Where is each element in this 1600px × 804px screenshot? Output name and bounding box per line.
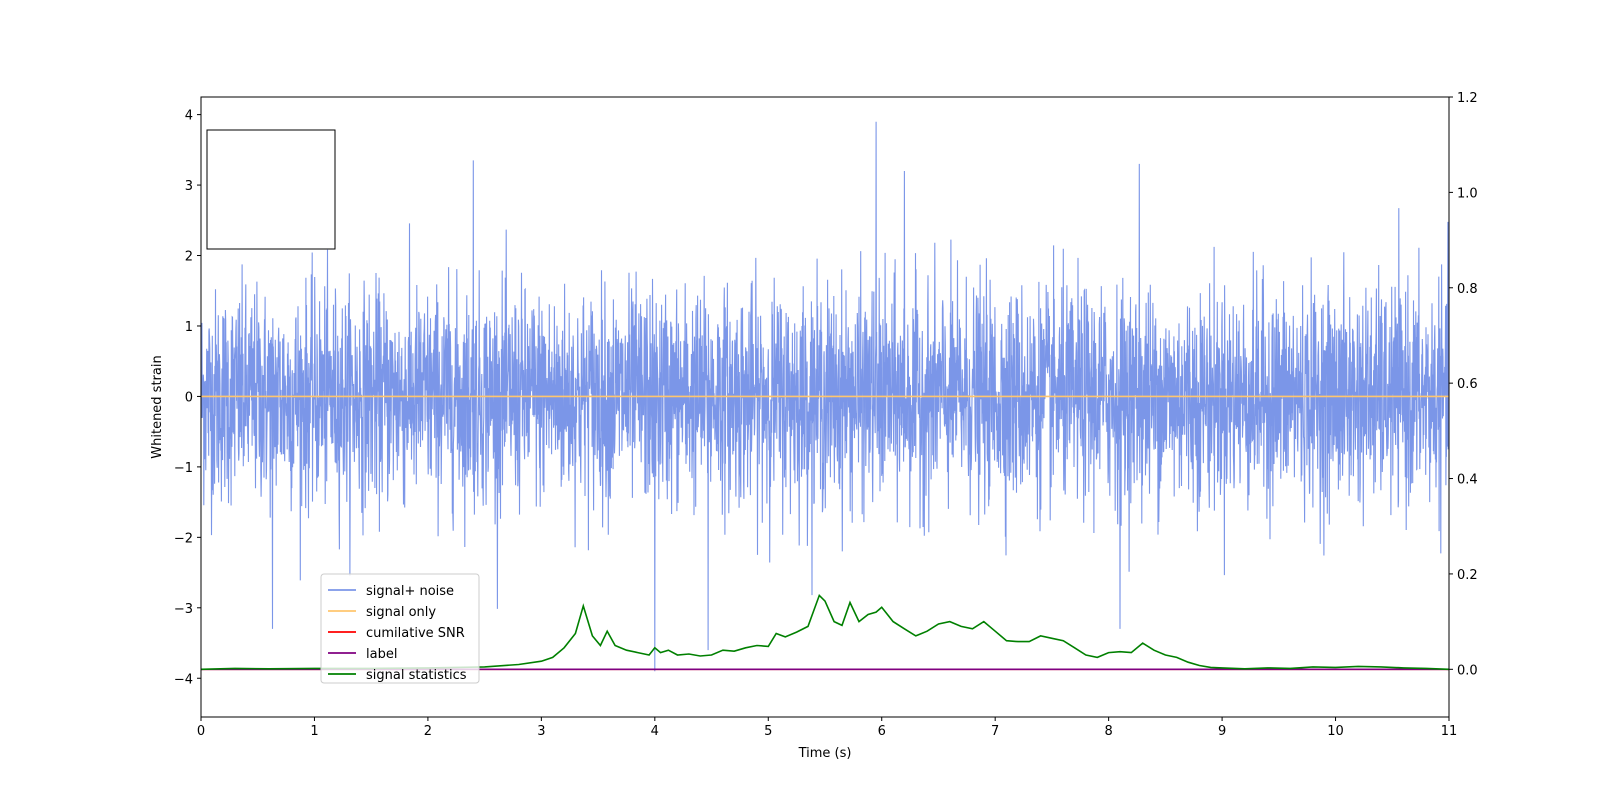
x-tick-label: 11 (1441, 724, 1458, 739)
x-axis: 0 1 2 3 4 5 6 7 8 9 10 11 (197, 717, 1457, 739)
x-axis-label: Time (s) (798, 746, 852, 761)
x-tick-label: 0 (197, 724, 205, 739)
y-tick-label: 0 (185, 390, 193, 405)
legend-frame (320, 573, 480, 684)
x-tick-label: 10 (1327, 724, 1344, 739)
y-tick-label: −3 (174, 602, 193, 617)
y2-tick-label: 0.8 (1457, 282, 1478, 297)
plot-frame (200, 96, 1450, 718)
legend-label: cumilative SNR (366, 626, 465, 641)
x-tick-label: 1 (310, 724, 318, 739)
y-tick-label: 1 (185, 320, 193, 335)
y2-tick-label: 1.2 (1457, 91, 1478, 106)
y2-tick-label: 0.4 (1457, 473, 1478, 488)
info-box: SNRopt=0.0Mc=0.0SNRMF=[4.12]CSNR=0.0Tm=0… (206, 129, 336, 250)
x-tick-label: 8 (1104, 724, 1112, 739)
y-tick-label: −4 (174, 672, 193, 687)
y-axis-label: Whitened strain (150, 355, 165, 458)
y-tick-label: −1 (174, 461, 193, 476)
x-tick-label: 9 (1218, 724, 1226, 739)
y-tick-label: 4 (185, 109, 193, 124)
x-tick-label: 7 (991, 724, 999, 739)
legend: signal+ noise signal only cumilative SNR la… (320, 573, 480, 684)
x-tick-label: 5 (764, 724, 772, 739)
x-tick-label: 6 (878, 724, 886, 739)
series-signal-statistics (201, 593, 1449, 671)
info-box-frame (206, 129, 336, 250)
y2-tick-label: 0.6 (1457, 377, 1478, 392)
y2-tick-label: 0.2 (1457, 568, 1478, 583)
y2-tick-label: 0.0 (1457, 663, 1478, 678)
legend-label: signal only (366, 605, 436, 620)
legend-label: signal statistics (366, 668, 467, 683)
x-tick-label: 2 (424, 724, 432, 739)
y-axis-left: −4 −3 −2 −1 0 1 2 3 4 (174, 109, 201, 687)
y-tick-label: 3 (185, 179, 193, 194)
x-tick-label: 3 (537, 724, 545, 739)
y-tick-label: 2 (185, 250, 193, 265)
legend-label: label (366, 647, 397, 662)
x-tick-label: 4 (651, 724, 659, 739)
y-tick-label: −2 (174, 531, 193, 546)
series-signal-noise (201, 121, 1449, 672)
y-axis-right: 0.0 0.2 0.4 0.6 0.8 1.0 1.2 (1449, 91, 1478, 678)
y2-tick-label: 1.0 (1457, 186, 1478, 201)
legend-label: signal+ noise (366, 584, 454, 599)
